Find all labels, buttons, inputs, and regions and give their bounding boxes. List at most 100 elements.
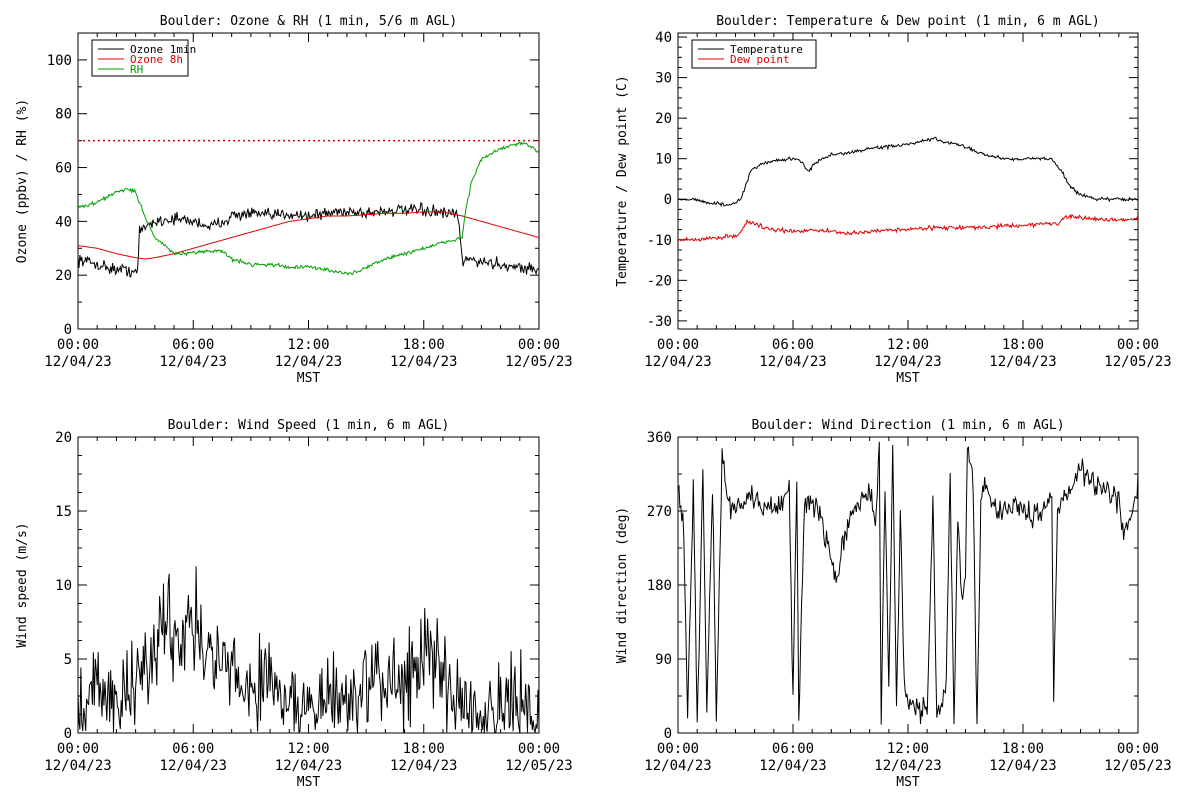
x-tick-label-date: 12/04/23 [44,354,111,370]
x-tick-label-time: 00:00 [57,337,99,353]
x-tick-label-time: 00:00 [518,337,560,353]
panel-ozone_rh: Boulder: Ozone & RH (1 min, 5/6 m AGL) 0 2… [15,14,573,386]
x-tick-label-time: 18:00 [1002,337,1044,353]
series-line-wind_dir [678,441,1138,725]
x-tick-label-time: 06:00 [772,741,814,757]
chart-title: Boulder: Temperature & Dew point (1 min,… [716,14,1100,29]
x-tick-label-date: 12/04/23 [759,758,826,774]
chart-title: Boulder: Wind Speed (1 min, 6 m AGL) [168,418,450,433]
legend-box [91,39,189,77]
y-tick-label: 20 [655,111,672,127]
x-tick-label-date: 12/04/23 [989,758,1056,774]
x-tick-label-date: 12/05/23 [505,758,572,774]
x-axis-label: MST [297,371,321,386]
chart-title: Boulder: Wind Direction (1 min, 6 m AGL) [751,418,1064,433]
panel-temp_dew: Boulder: Temperature & Dew point (1 min,… [615,14,1172,386]
x-tick-label-time: 06:00 [172,741,214,757]
y-tick-label: 10 [55,578,72,594]
x-tick-label-date: 12/04/23 [989,354,1056,370]
plot-frame [77,32,540,330]
series-line-temperature [678,136,1138,208]
series-line-ozone-8h [78,211,539,260]
x-tick-label-time: 18:00 [1002,741,1044,757]
x-tick-label-date: 12/04/23 [874,354,941,370]
y-axis-label: Wind speed (m/s) [15,522,30,647]
legend-label: Dew point [730,53,790,66]
x-tick-label-date: 12/04/23 [275,354,342,370]
chart-title: Boulder: Ozone & RH (1 min, 5/6 m AGL) [160,14,457,29]
x-tick-label-date: 12/05/23 [505,354,572,370]
series-line-ozone-1min [78,202,539,278]
y-tick-label: 30 [655,71,672,87]
x-tick-label-time: 12:00 [887,741,929,757]
x-tick-label-date: 12/04/23 [759,354,826,370]
y-tick-label: -30 [647,314,672,330]
panel-wind_speed: Boulder: Wind Speed (1 min, 6 m AGL) 0 5 10… [15,418,573,790]
x-axis-label: MST [896,775,920,790]
y-tick-label: 100 [47,53,72,69]
y-tick-label: 15 [55,504,72,520]
y-tick-label: 40 [55,214,72,230]
x-tick-label-date: 12/04/23 [644,758,711,774]
y-tick-label: 0 [664,726,672,742]
x-tick-label-time: 12:00 [887,337,929,353]
x-tick-label-time: 00:00 [657,337,699,353]
y-tick-label: -20 [647,273,672,289]
x-tick-label-date: 12/05/23 [1104,758,1171,774]
x-tick-label-time: 00:00 [1117,337,1159,353]
y-tick-label: 5 [64,652,72,668]
y-tick-label: 270 [647,504,672,520]
y-tick-label: 180 [647,578,672,594]
legend-box [691,39,817,69]
series-line-dew-point [678,213,1138,243]
y-tick-label: 0 [64,726,72,742]
x-tick-label-time: 12:00 [287,741,329,757]
x-tick-label-date: 12/04/23 [160,758,227,774]
y-axis-label: Ozone (ppbv) / RH (%) [15,99,30,263]
y-tick-label: 10 [655,152,672,168]
y-tick-label: 360 [647,430,672,446]
panel-wind_dir: Boulder: Wind Direction (1 min, 6 m AGL)… [615,418,1172,790]
legend-label: Ozone 1min [130,43,196,56]
x-axis-label: MST [896,371,920,386]
x-tick-label-date: 12/04/23 [874,758,941,774]
x-tick-label-date: 12/04/23 [275,758,342,774]
series-line-rh [78,141,539,276]
x-tick-label-date: 12/05/23 [1104,354,1171,370]
x-tick-label-date: 12/04/23 [390,354,457,370]
x-tick-label-date: 12/04/23 [644,354,711,370]
y-tick-label: 20 [55,430,72,446]
x-tick-label-date: 12/04/23 [160,354,227,370]
x-tick-label-time: 12:00 [287,337,329,353]
y-tick-label: 0 [64,322,72,338]
y-tick-label: 60 [55,161,72,177]
x-tick-label-time: 18:00 [403,337,445,353]
x-tick-label-time: 00:00 [657,741,699,757]
y-tick-label: 80 [55,107,72,123]
y-tick-label: -10 [647,233,672,249]
x-axis-label: MST [297,775,321,790]
x-tick-label-time: 06:00 [772,337,814,353]
y-tick-label: 40 [655,30,672,46]
x-tick-label-time: 00:00 [1117,741,1159,757]
y-axis-label: Temperature / Dew point (C) [615,75,630,286]
x-tick-label-time: 18:00 [403,741,445,757]
series-line-wind_speed [78,566,539,733]
x-tick-label-date: 12/04/23 [44,758,111,774]
x-tick-label-date: 12/04/23 [390,758,457,774]
legend-label: Temperature [730,43,803,56]
legend-label: Ozone 8h [130,53,183,66]
y-tick-label: 90 [655,652,672,668]
x-tick-label-time: 00:00 [57,741,99,757]
x-tick-label-time: 00:00 [518,741,560,757]
x-tick-label-time: 06:00 [172,337,214,353]
legend-label: RH [130,63,143,76]
y-axis-label: Wind direction (deg) [615,507,630,664]
y-tick-label: 0 [664,192,672,208]
y-tick-label: 20 [55,268,72,284]
plot-frame [677,436,1139,734]
plot-frame [677,32,1139,330]
